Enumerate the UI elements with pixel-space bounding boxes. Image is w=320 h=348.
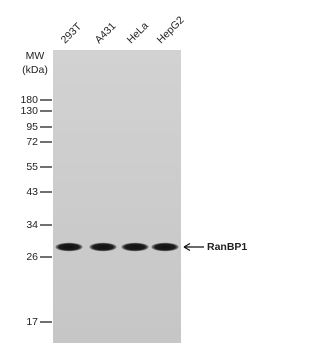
marker-label: 72: [26, 136, 38, 148]
marker-label: 26: [26, 251, 38, 263]
band-label: RanBP1: [207, 241, 247, 253]
marker-label: 95: [26, 121, 38, 133]
marker-label: 17: [26, 316, 38, 328]
marker-label: 43: [26, 186, 38, 198]
marker-label: 34: [26, 219, 38, 231]
gel: [53, 50, 181, 343]
lane-label: HeLa: [125, 20, 151, 46]
lane-label: HepG2: [155, 14, 187, 46]
band: [90, 243, 117, 251]
marker-label: 130: [20, 105, 38, 117]
marker-label: 55: [26, 161, 38, 173]
mw-label: MW: [26, 50, 45, 62]
western-blot: MW (kDa) RanBP1 18013095725543342617293T…: [0, 0, 255, 343]
lane-label: A431: [93, 20, 119, 46]
mw-unit: (kDa): [22, 64, 48, 76]
lane-label: 293T: [59, 20, 85, 46]
band: [152, 243, 179, 251]
band: [56, 243, 83, 251]
band: [122, 243, 149, 251]
